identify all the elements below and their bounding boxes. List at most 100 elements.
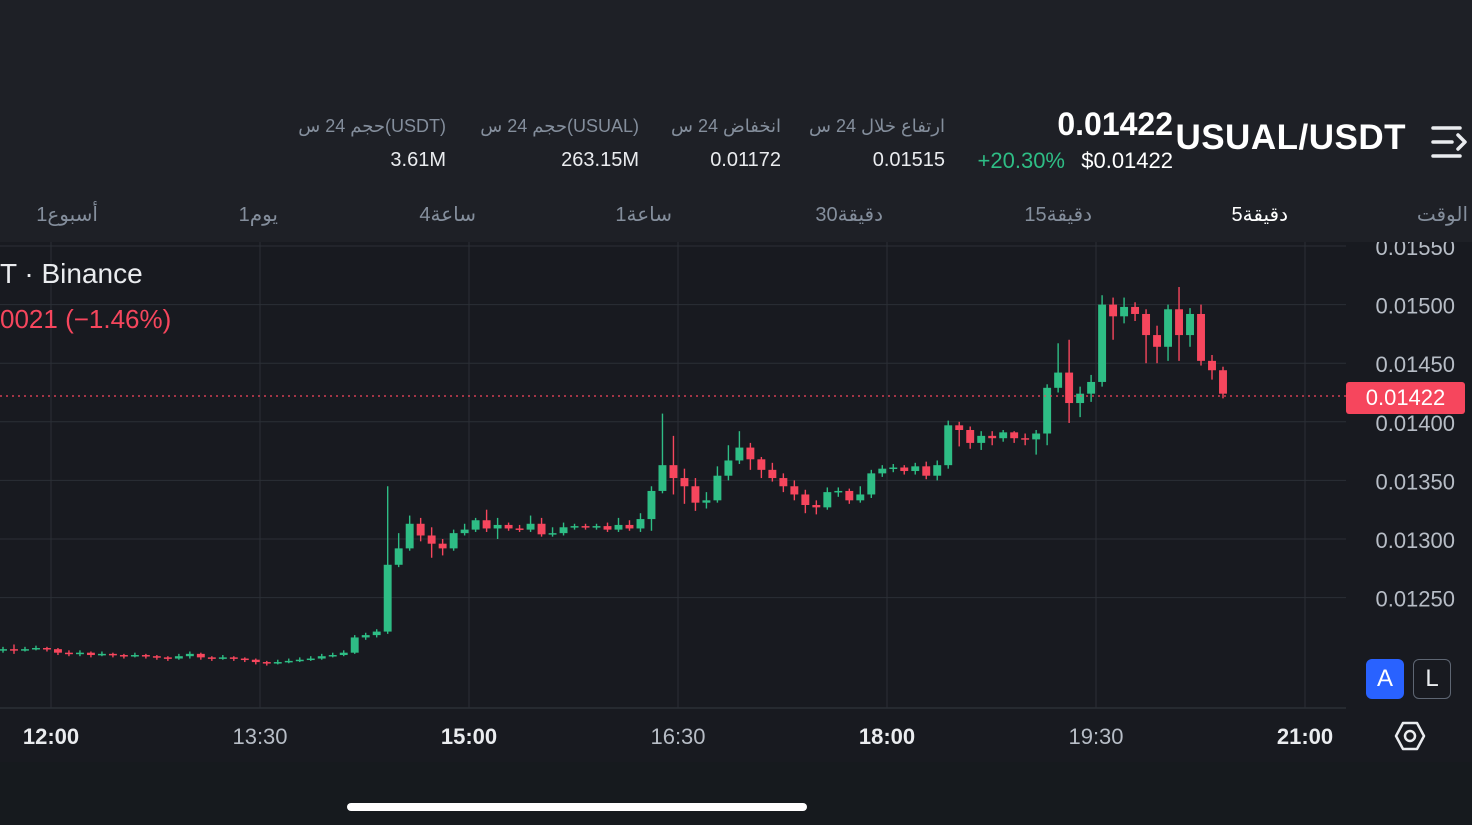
candle-body <box>603 526 612 530</box>
tab-time[interactable]: الوقت <box>1416 204 1468 226</box>
candle-body <box>1010 432 1019 439</box>
candle-body <box>933 465 942 476</box>
candle-body <box>284 660 293 663</box>
candle-body <box>878 468 887 474</box>
log-scale-button[interactable]: L <box>1413 659 1451 699</box>
candle-body <box>658 465 667 491</box>
y-tick-label: 0.01400 <box>1375 411 1455 436</box>
candle-body <box>350 637 359 653</box>
pair-list-icon[interactable] <box>1430 124 1468 160</box>
candle-body <box>768 469 777 479</box>
candle-body <box>449 533 458 549</box>
auto-scale-button[interactable]: A <box>1366 659 1404 699</box>
tab-4h[interactable]: 4ساعة <box>419 204 476 226</box>
candle-body <box>130 655 139 657</box>
x-tick-label: 13:30 <box>232 724 288 749</box>
tab-5m[interactable]: 5دقيقة <box>1231 204 1288 226</box>
candle-body <box>482 520 491 529</box>
candle-body <box>801 494 810 506</box>
tab-30m[interactable]: 30دقيقة <box>815 204 883 226</box>
candle-body <box>196 653 205 658</box>
candle-body <box>262 662 271 664</box>
chart-canvas[interactable]: 0.01550 0.01500 0.01450 0.01400 0.01350 0.013… <box>0 242 1472 762</box>
stat-label: حجم 24 س(USUAL) <box>480 116 639 136</box>
last-price: 0.01422 <box>1057 106 1173 142</box>
candle-body <box>339 652 348 656</box>
candle-body <box>1197 313 1205 361</box>
chart-settings-icon[interactable] <box>1394 720 1426 752</box>
y-tick-label: 0.01250 <box>1375 587 1455 612</box>
stat-value: 3.61M <box>390 149 446 171</box>
candle-body <box>757 459 766 470</box>
candle-body <box>64 652 73 655</box>
current-price-tag: 0.01422 <box>1346 382 1465 414</box>
candle-body <box>1098 304 1107 382</box>
candle-body <box>383 564 392 632</box>
stat-24h-high: ارتفاع خلال 24 س 0.01515 <box>809 116 945 172</box>
candle-body <box>1054 372 1063 388</box>
candle-body <box>966 430 975 443</box>
candle-body <box>999 432 1008 439</box>
stat-24h-volume-base: حجم 24 س(USUAL) 263.15M <box>480 116 639 172</box>
candle-body <box>845 490 854 501</box>
candle-body <box>273 662 282 664</box>
trading-pair-title[interactable]: USUAL/USDT <box>1175 118 1406 157</box>
x-tick-label: 18:00 <box>858 724 916 749</box>
candle-body <box>823 492 832 508</box>
candle-body <box>779 478 788 487</box>
stat-24h-volume-quote: حجم 24 س(USDT) 3.61M <box>298 116 446 172</box>
candle-body <box>53 649 62 653</box>
candle-body <box>889 467 898 470</box>
tab-1h[interactable]: 1ساعة <box>615 204 672 226</box>
candle-body <box>416 523 425 536</box>
stat-24h-low: انخفاض 24 س 0.01172 <box>671 116 781 172</box>
candle-body <box>1153 335 1162 347</box>
y-tick-label: 0.01500 <box>1375 294 1455 319</box>
stat-label: انخفاض 24 س <box>671 116 781 136</box>
stat-value: 0.01515 <box>872 149 945 171</box>
candle-body <box>306 658 315 661</box>
candle-body <box>32 647 40 650</box>
tab-1d[interactable]: 1يوم <box>238 204 278 226</box>
y-tick-label: 0.01450 <box>1375 352 1455 377</box>
candle-body <box>174 656 183 659</box>
candle-body <box>119 655 128 657</box>
candle-body <box>944 425 953 466</box>
candle-body <box>900 467 909 472</box>
candle-body <box>163 657 172 659</box>
candle-body <box>955 425 964 431</box>
usd-price: $0.01422 <box>1081 148 1173 173</box>
candle-body <box>713 475 722 501</box>
ticker-header: USUAL/USDT 0.01422 $0.01422 +20.30% ارتف… <box>0 0 1472 242</box>
candle-body <box>702 500 711 503</box>
home-indicator[interactable] <box>347 803 807 811</box>
candle-body <box>559 527 568 534</box>
candle-body <box>988 435 997 439</box>
candle-body <box>240 658 249 661</box>
candle-body <box>295 659 304 662</box>
candle-body <box>21 649 29 651</box>
candle-body <box>548 533 557 535</box>
candle-body <box>570 526 579 528</box>
candle-body <box>372 631 381 636</box>
candle-body <box>614 524 623 530</box>
x-tick-label: 19:30 <box>1068 724 1124 749</box>
candle-body <box>86 652 95 656</box>
candle-body <box>152 656 161 658</box>
candle-body <box>1032 433 1041 440</box>
candlestick-chart[interactable]: 0.01550 0.01500 0.01450 0.01400 0.01350 0.013… <box>0 242 1472 762</box>
candle-body <box>1065 372 1074 404</box>
x-tick-label: 16:30 <box>650 724 706 749</box>
candle-body <box>790 486 799 495</box>
candle-body <box>493 524 502 529</box>
candle-body <box>724 460 733 476</box>
candle-body <box>680 478 689 487</box>
candle-body <box>1164 309 1173 347</box>
tab-1w[interactable]: 1أسبوع <box>36 204 98 226</box>
candle-body <box>438 543 447 549</box>
candle-body <box>834 490 843 493</box>
candle-body <box>0 649 7 651</box>
candle-body <box>394 548 403 565</box>
candle-body <box>636 519 645 529</box>
tab-15m[interactable]: 15دقيقة <box>1024 204 1092 226</box>
